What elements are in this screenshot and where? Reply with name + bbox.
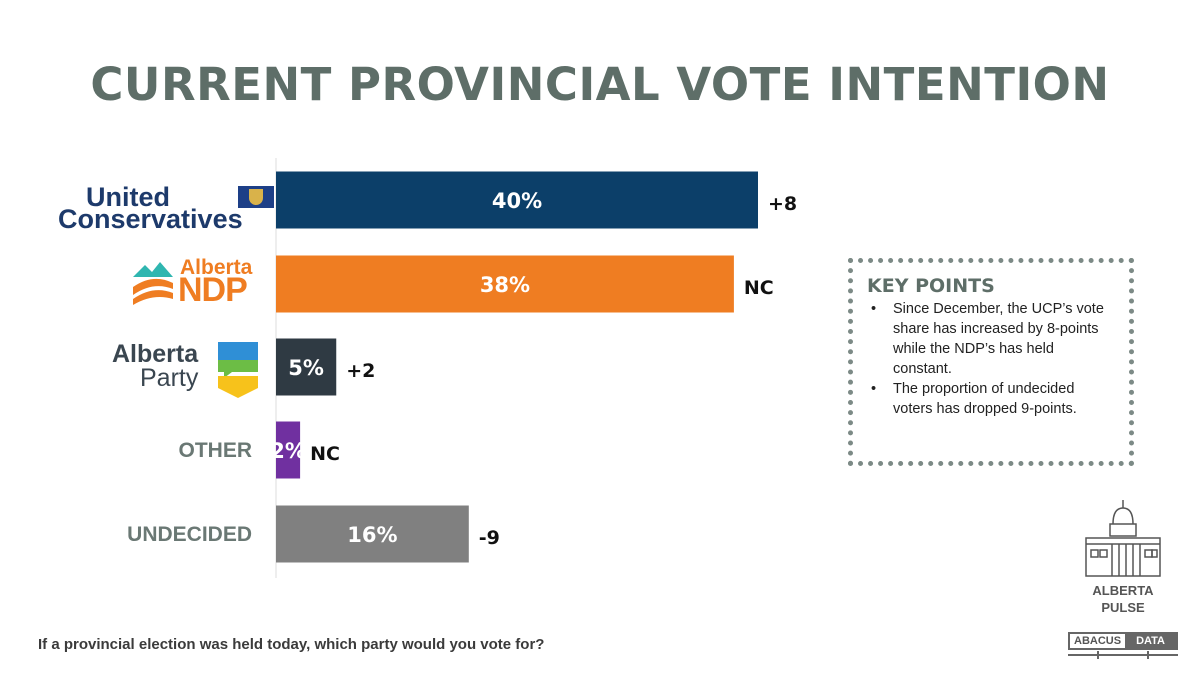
bar-value-label: 16% [347, 523, 397, 547]
bar-change-label: NC [744, 277, 774, 299]
key-point-item: Since December, the UCP’s vote share has… [871, 299, 1115, 379]
alberta-pulse-text: ALBERTA PULSE [1082, 582, 1164, 616]
bar-value-label: 40% [492, 189, 542, 213]
bar-change-label: -9 [479, 527, 500, 549]
bar-value-label: 5% [288, 356, 324, 380]
alberta-party-flag-icon [218, 342, 258, 398]
key-points-list: Since December, the UCP’s vote share has… [867, 299, 1115, 419]
alberta-party-logo-line2: Party [140, 364, 199, 392]
ndp-mountain-icon [133, 262, 173, 305]
category-label: OTHER [179, 439, 253, 462]
alberta-pulse-logo: ALBERTA PULSE [1082, 498, 1164, 615]
ndp-logo-line1: Alberta [180, 256, 253, 279]
key-points-title: KEY POINTS [867, 275, 995, 297]
page-title: CURRENT PROVINCIAL VOTE INTENTION [90, 58, 1110, 111]
bar-2 [276, 338, 337, 396]
bar-change-label: +8 [768, 193, 797, 215]
abacus-baseline-icon [1068, 651, 1178, 659]
bar-value-label: 38% [480, 273, 530, 297]
key-points-box: KEY POINTS Since December, the UCP’s vot… [848, 258, 1134, 466]
abacus-word: ABACUS [1070, 634, 1126, 648]
alberta-flag-icon [238, 186, 274, 208]
legislature-building-icon [1085, 500, 1161, 577]
pulse-line2: PULSE [1101, 600, 1145, 615]
pulse-line1: ALBERTA [1092, 583, 1154, 598]
bar-4 [276, 505, 469, 563]
key-point-item: The proportion of undecided voters has d… [871, 379, 1115, 419]
bar-3 [276, 421, 301, 479]
alberta-party-logo: Alberta Party [110, 340, 260, 400]
category-label: UNDECIDED [127, 523, 252, 546]
alberta-party-logo-line1: Alberta [112, 340, 199, 368]
ndp-logo: Alberta NDP [130, 255, 260, 309]
bar-change-label: +2 [346, 360, 375, 382]
bar-value-label: 2% [270, 439, 306, 463]
bar-0 [276, 171, 758, 229]
ucp-logo-line2: Conservatives [58, 204, 243, 234]
data-word: DATA [1125, 634, 1176, 648]
bar-change-label: NC [310, 443, 340, 465]
abacus-data-logo: ABACUS DATA [1068, 632, 1178, 660]
ndp-logo-line2: NDP [178, 271, 248, 309]
ucp-logo-line1: United [86, 182, 170, 212]
bar-1 [276, 255, 734, 313]
survey-question: If a provincial election was held today,… [38, 636, 545, 653]
